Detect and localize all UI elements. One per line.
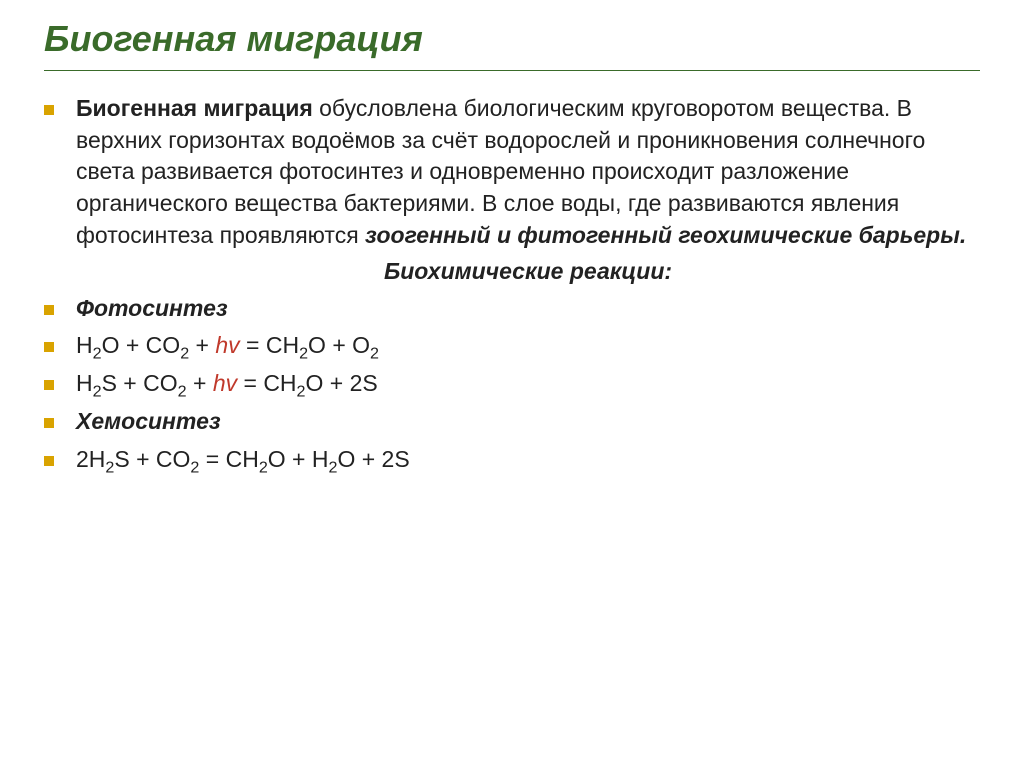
bullet-icon bbox=[44, 380, 54, 390]
bullet-item-chemo-label: Хемосинтез bbox=[44, 406, 980, 438]
bullet-item-photo-label: Фотосинтез bbox=[44, 293, 980, 325]
slide: Биогенная миграция Биогенная миграция об… bbox=[0, 0, 1024, 768]
slide-title: Биогенная миграция bbox=[44, 18, 980, 71]
photo-eq2: H2S + CO2 + hv = CH2O + 2S bbox=[76, 368, 378, 400]
intro-text: Биогенная миграция обусловлена биологиче… bbox=[76, 93, 980, 252]
bullet-item-chemo-eq: 2H2S + CO2 = CH2O + H2O + 2S bbox=[44, 444, 980, 476]
chemo-label: Хемосинтез bbox=[76, 406, 221, 438]
bullet-icon bbox=[44, 456, 54, 466]
bullet-item-photo-eq1: H2O + CO2 + hv = CH2O + O2 bbox=[44, 330, 980, 362]
bullet-item-intro: Биогенная миграция обусловлена биологиче… bbox=[44, 93, 980, 252]
bullet-icon bbox=[44, 418, 54, 428]
bullet-item-photo-eq2: H2S + CO2 + hv = CH2O + 2S bbox=[44, 368, 980, 400]
chemo-eq: 2H2S + CO2 = CH2O + H2O + 2S bbox=[76, 444, 410, 476]
bullet-icon bbox=[44, 305, 54, 315]
photo-eq1: H2O + CO2 + hv = CH2O + O2 bbox=[76, 330, 379, 362]
reactions-heading: Биохимические реакции: bbox=[76, 258, 980, 285]
slide-content: Биогенная миграция обусловлена биологиче… bbox=[44, 93, 980, 475]
photo-label: Фотосинтез bbox=[76, 293, 228, 325]
bullet-icon bbox=[44, 342, 54, 352]
bullet-icon bbox=[44, 105, 54, 115]
